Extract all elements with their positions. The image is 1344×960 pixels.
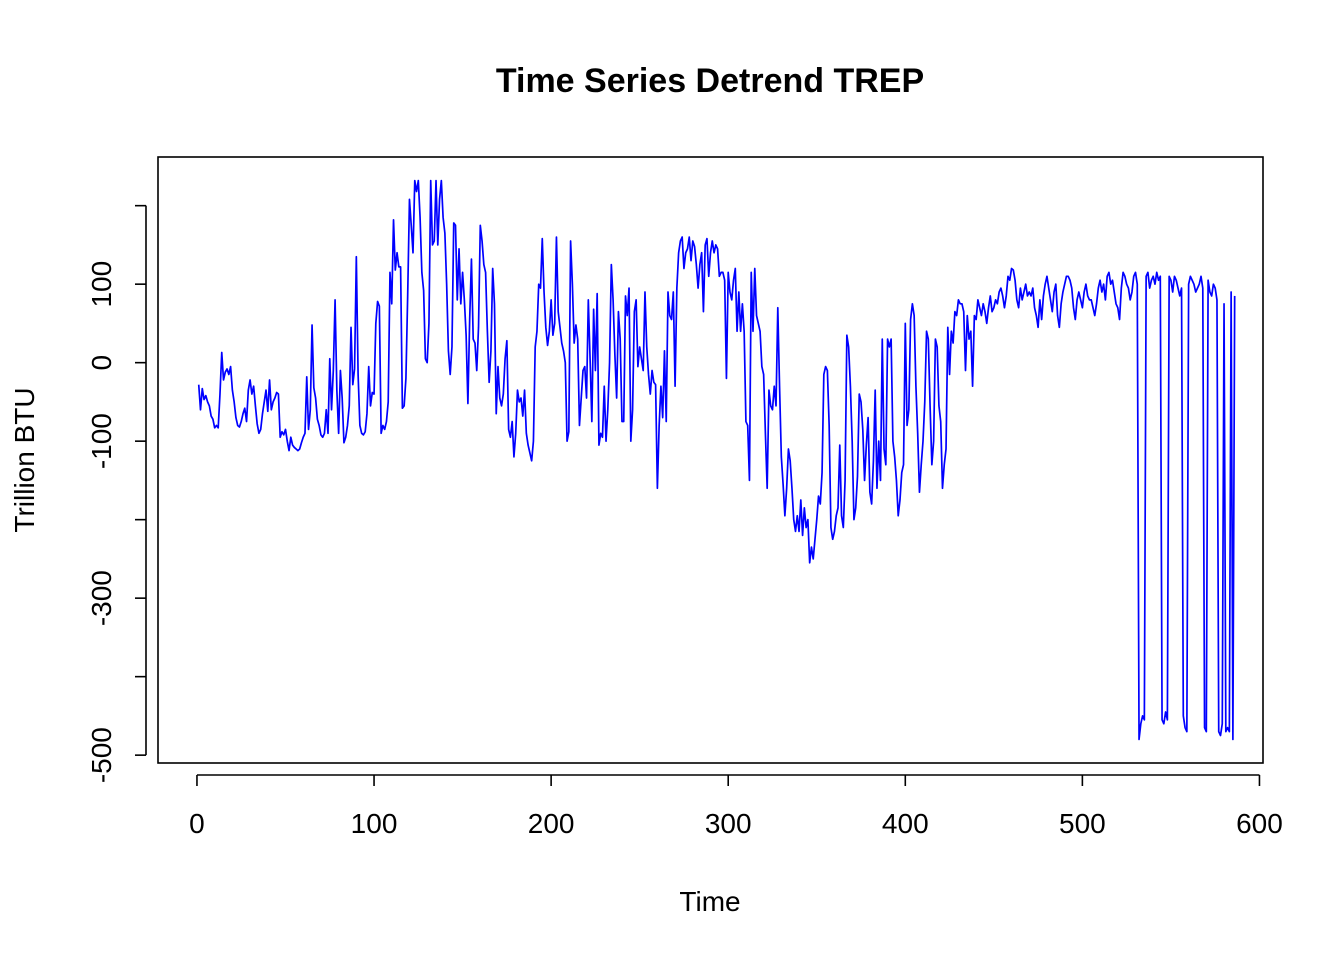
x-tick-label: 300 — [705, 808, 752, 839]
y-tick-label: -300 — [86, 570, 117, 626]
y-tick-label: 100 — [86, 261, 117, 308]
y-axis: -500 -300 -100 0 100 — [86, 204, 147, 783]
y-tick-label: -100 — [86, 413, 117, 469]
x-tick-label: 500 — [1059, 808, 1106, 839]
y-axis-label: Trillion BTU — [9, 387, 40, 532]
x-tick-label: 100 — [351, 808, 398, 839]
x-axis-label: Time — [679, 886, 740, 917]
y-tick-label: -500 — [86, 727, 117, 783]
plot-frame — [157, 156, 1264, 764]
data-layer — [197, 179, 1236, 741]
x-axis: 0 100 200 300 400 500 600 — [189, 774, 1283, 839]
series-line-0 — [197, 179, 1236, 741]
x-tick-label: 400 — [882, 808, 929, 839]
x-tick-label: 200 — [528, 808, 575, 839]
x-tick-label: 0 — [189, 808, 205, 839]
y-tick-label: 0 — [86, 355, 117, 371]
x-tick-label: 600 — [1236, 808, 1283, 839]
chart-title: Time Series Detrend TREP — [496, 62, 924, 100]
